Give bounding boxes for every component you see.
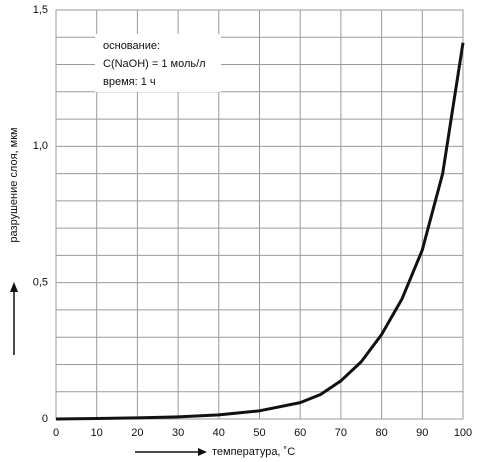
y-tick-label: 0 [42,413,48,425]
x-tick-label: 0 [53,427,59,439]
line [55,42,465,421]
y-axis-label: разрушение слоя, мкм [8,127,20,242]
x-tick-label: 80 [375,427,387,439]
y-tick-label: 0,5 [33,277,48,289]
annotation-box [95,34,221,92]
x-tick-label: 50 [253,427,265,439]
annotation: время: 1 ч [103,76,156,88]
y-arrow-head [10,282,18,292]
x-tick-label: 40 [213,427,225,439]
x-tick-label: 30 [172,427,184,439]
annotation: основание: [103,40,160,52]
annotation: C(NaOH) = 1 моль/л [103,58,206,70]
x-axis-label: температура, ˚C [212,446,295,458]
x-tick-label: 10 [91,427,103,439]
plot-frame [55,9,464,420]
x-tick-label: 20 [131,427,143,439]
y-tick-label: 1,5 [33,4,48,16]
x-tick-label: 60 [294,427,306,439]
x-tick-label: 70 [335,427,347,439]
x-arrow-head [198,448,207,456]
y-tick-label: 1,0 [33,140,48,152]
x-tick-label: 100 [454,427,472,439]
x-tick-label: 90 [416,427,428,439]
